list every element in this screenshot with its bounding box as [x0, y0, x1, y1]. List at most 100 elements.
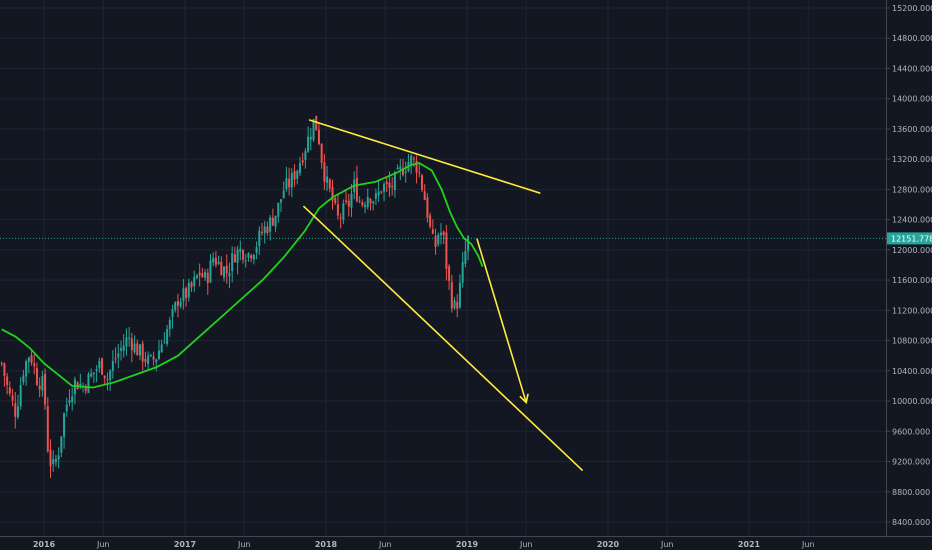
candle-body	[377, 191, 380, 196]
candle-body	[182, 288, 185, 301]
candle-body	[30, 355, 33, 363]
time-tick-label: 2019	[456, 540, 479, 549]
candle-body	[461, 261, 464, 283]
candle-body	[204, 271, 207, 278]
candle-body	[385, 181, 388, 185]
candle-body	[133, 343, 136, 353]
candle-body	[38, 385, 41, 390]
price-tick-label: 9600.000	[892, 427, 930, 436]
candle-body	[467, 236, 470, 251]
candle-body	[239, 248, 242, 252]
candle-body	[201, 273, 204, 277]
price-axis-panel[interactable]	[886, 0, 932, 550]
candle-body	[217, 261, 220, 265]
candle-body	[290, 172, 293, 188]
candle-body	[269, 217, 272, 232]
candle-body	[214, 257, 217, 266]
candle-body	[63, 413, 66, 437]
moving-average	[1, 162, 484, 389]
candle-body	[225, 265, 228, 274]
candle-body	[279, 199, 282, 203]
candle-body	[266, 226, 269, 233]
candle-body	[442, 231, 445, 236]
candle-body	[445, 232, 448, 269]
price-tick-label: 14800.000	[892, 34, 932, 43]
candle-body	[160, 344, 163, 353]
price-tick-label: 12800.000	[892, 185, 932, 194]
trendline-upper[interactable]	[308, 119, 541, 194]
time-tick-label: Jun	[519, 540, 533, 549]
candle-body	[304, 151, 307, 160]
candle-body	[57, 455, 60, 460]
candle-body	[420, 175, 423, 190]
price-tick-label: 12400.000	[892, 216, 932, 225]
candle-body	[383, 184, 386, 192]
ma-line	[1, 162, 484, 389]
candle-body	[361, 202, 364, 206]
candle-body	[282, 190, 285, 198]
candle-body	[65, 404, 68, 412]
candle-body	[358, 200, 361, 202]
candle-body	[149, 354, 152, 356]
arrowhead-projection	[519, 393, 529, 405]
candle-body	[6, 376, 9, 385]
candle-body	[285, 178, 288, 189]
candle-body	[250, 255, 253, 259]
time-tick-label: 2016	[33, 540, 56, 549]
candle-body	[296, 170, 299, 179]
candle-body	[49, 449, 52, 467]
candle-body	[16, 406, 19, 418]
candle-body	[418, 172, 421, 174]
candle-body	[458, 282, 461, 308]
candles	[0, 115, 470, 478]
candle-body	[152, 356, 155, 360]
candle-body	[255, 247, 258, 253]
trendlines[interactable]	[302, 119, 584, 472]
trendline-projection[interactable]	[476, 238, 527, 403]
price-tick-label: 10800.000	[892, 337, 932, 346]
candle-body	[128, 337, 131, 339]
candle-body	[166, 329, 169, 344]
candle-body	[0, 362, 3, 364]
time-axis[interactable]: 2016 Jun 2017 Jun 2018 Jun 2019 Jun 2020 Jun 2021 J…	[0, 536, 932, 550]
candle-body	[271, 217, 274, 226]
candle-body	[380, 191, 383, 193]
candle-body	[402, 168, 405, 175]
candle-body	[130, 338, 133, 351]
candle-body	[136, 343, 139, 356]
candle-body	[33, 363, 36, 367]
candle-body	[163, 342, 166, 344]
candle-body	[46, 406, 49, 452]
trendline-lower[interactable]	[302, 205, 584, 472]
candle-body	[3, 363, 6, 376]
candle-body	[288, 178, 291, 188]
candle-body	[364, 204, 367, 208]
candle-body	[429, 215, 432, 227]
candle-body	[233, 254, 236, 263]
candle-body	[198, 272, 201, 276]
price-tick-label: 13200.000	[892, 155, 932, 164]
candle-body	[52, 459, 55, 465]
candle-body	[44, 373, 47, 405]
candle-body	[68, 400, 71, 403]
candle-body	[350, 193, 353, 208]
candle-body	[147, 355, 150, 365]
candle-body	[320, 144, 323, 163]
time-tick-label: 2018	[315, 540, 338, 549]
candle-body	[315, 115, 318, 131]
candle-body	[453, 300, 456, 309]
candle-body	[307, 136, 310, 152]
price-axis[interactable]: 15200.000 14800.000 14400.000 14000.000 1360…	[886, 0, 932, 550]
candle-body	[355, 177, 358, 202]
candle-body	[98, 360, 101, 369]
candle-body	[117, 353, 120, 358]
time-axis-panel[interactable]	[0, 536, 886, 550]
candle-body	[14, 403, 17, 417]
candle-body	[103, 375, 106, 379]
candle-body	[412, 158, 415, 160]
candle-body	[92, 372, 95, 374]
candle-body	[261, 232, 264, 234]
time-tick-label: 2021	[738, 540, 761, 549]
